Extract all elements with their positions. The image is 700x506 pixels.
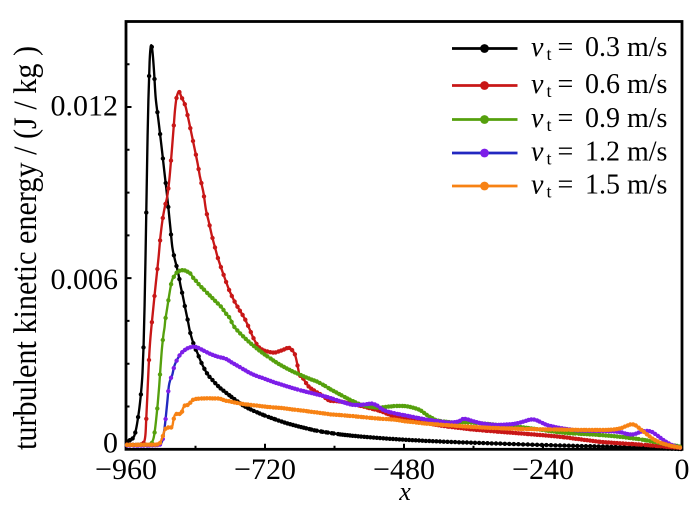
svg-text:v: v [531, 32, 544, 63]
svg-text:v: v [531, 103, 544, 134]
svg-text:t: t [547, 148, 552, 168]
svg-text:v: v [531, 69, 544, 100]
svg-text:0.012: 0.012 [51, 90, 119, 123]
svg-text:0.6 m/s: 0.6 m/s [585, 69, 667, 100]
svg-text:x: x [398, 477, 411, 506]
svg-text:t: t [547, 115, 552, 135]
svg-text:0.006: 0.006 [51, 263, 119, 296]
svg-text:v: v [531, 170, 544, 201]
svg-text:=: = [558, 103, 574, 134]
svg-text:=: = [558, 137, 574, 168]
svg-text:t: t [547, 181, 552, 201]
svg-text:v: v [531, 137, 544, 168]
svg-text:=: = [558, 32, 574, 63]
svg-text:0.3 m/s: 0.3 m/s [585, 32, 667, 63]
svg-text:=: = [558, 69, 574, 100]
svg-text:turbulent kinetic energy / (J: turbulent kinetic energy / (J / kg ) [8, 46, 44, 450]
svg-text:t: t [547, 81, 552, 101]
svg-text:−720: −720 [234, 453, 296, 486]
svg-text:0.9 m/s: 0.9 m/s [585, 103, 667, 134]
svg-text:−960: −960 [95, 453, 157, 486]
svg-text:=: = [558, 170, 574, 201]
svg-text:0: 0 [103, 427, 118, 460]
svg-text:−480: −480 [373, 453, 435, 486]
svg-text:0: 0 [675, 453, 690, 486]
svg-text:t: t [547, 44, 552, 64]
svg-text:1.2 m/s: 1.2 m/s [585, 137, 667, 168]
svg-text:1.5 m/s: 1.5 m/s [585, 170, 667, 201]
svg-text:−240: −240 [512, 453, 574, 486]
